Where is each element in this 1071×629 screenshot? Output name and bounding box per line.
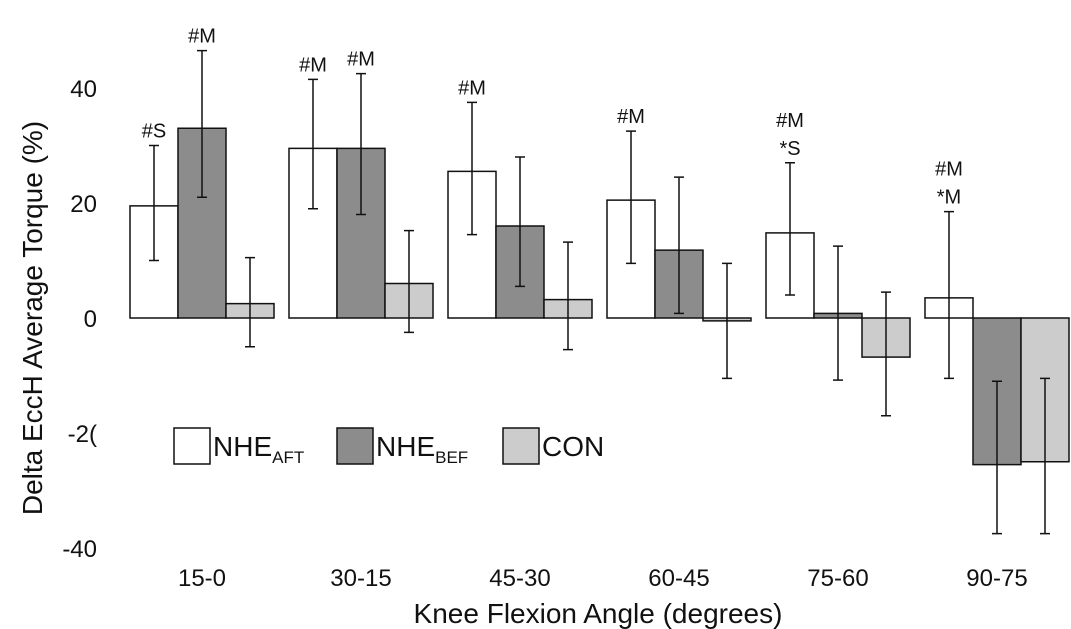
annotation-30-15-series-1-line-0: #M — [347, 49, 375, 71]
y-tick-label-1: 20 — [70, 191, 97, 218]
error-bars-layer — [149, 49, 1050, 535]
legend-swatch-nhe-aft — [173, 427, 211, 465]
y-tick-label-0: 40 — [70, 76, 97, 103]
x-tick-label-90-75: 90-75 — [966, 565, 1027, 592]
bars-layer — [129, 127, 1070, 466]
y-tick-labels: 40 20 0 -2( -40 — [62, 76, 97, 563]
legend-label-con: CON — [542, 431, 604, 462]
x-tick-label-15-0: 15-0 — [178, 565, 226, 592]
x-tick-labels: 15-0 30-15 45-30 60-45 75-60 90-75 — [178, 565, 1028, 592]
x-axis-title: Knee Flexion Angle (degrees) — [414, 598, 783, 629]
annotation-45-30-series-0-line-0: #M — [458, 77, 486, 99]
legend: NHEAFT NHEBEF CON — [173, 427, 604, 467]
annotation-15-0-series-1-line-0: #M — [188, 26, 216, 48]
x-tick-label-75-60: 75-60 — [807, 565, 868, 592]
x-tick-label-60-45: 60-45 — [648, 565, 709, 592]
annotation-75-60-series-0-line-1: *S — [779, 138, 800, 160]
y-tick-label-3: -2( — [68, 421, 97, 448]
legend-label-nhe-aft: NHEAFT — [213, 431, 304, 467]
annotation-75-60-series-0-line-0: #M — [776, 110, 804, 132]
annotation-30-15-series-0-line-0: #M — [299, 54, 327, 76]
annotation-60-45-series-0-line-0: #M — [617, 106, 645, 128]
y-tick-label-4: -40 — [62, 536, 97, 563]
y-tick-label-2: 0 — [84, 306, 97, 333]
y-axis-title: Delta EccH Average Torque (%) — [17, 121, 48, 515]
annotation-90-75-series-0-line-0: #M — [935, 159, 963, 181]
annotation-90-75-series-0-line-1: *M — [937, 187, 961, 209]
bar-30-15-series-1 — [336, 147, 386, 319]
legend-swatch-nhe-bef — [336, 427, 374, 465]
x-tick-label-30-15: 30-15 — [330, 565, 391, 592]
bar-45-30-series-0 — [447, 170, 497, 319]
legend-swatch-con — [502, 427, 540, 465]
x-tick-label-45-30: 45-30 — [489, 565, 550, 592]
annotation-15-0-series-0-line-0: #S — [142, 121, 166, 143]
significance-annotations: #S #M #M #M #M #M #M *S #M *M — [142, 26, 963, 209]
legend-label-nhe-bef: NHEBEF — [376, 431, 468, 467]
